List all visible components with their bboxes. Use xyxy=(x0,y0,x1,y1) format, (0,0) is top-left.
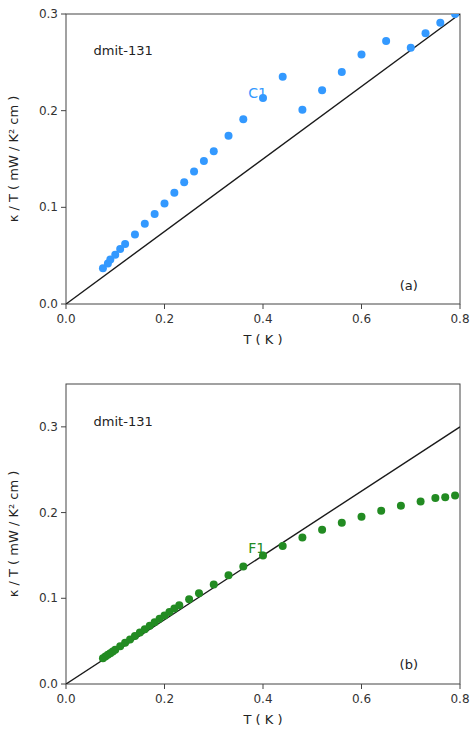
x-tick xyxy=(66,684,67,689)
data-point xyxy=(279,542,287,550)
data-point xyxy=(338,68,346,76)
data-point xyxy=(318,526,326,534)
data-point xyxy=(298,533,306,541)
x-tick xyxy=(361,304,362,309)
data-point xyxy=(239,563,247,571)
x-tick-label: 0.6 xyxy=(352,312,371,326)
data-point xyxy=(200,157,208,165)
data-point xyxy=(190,168,198,176)
x-tick-label: 0.2 xyxy=(155,692,174,706)
panel: 0.0 0.2 0.4 0.6 0.8 0.0 0.1 0.2 0.3 T ( K ) κ / T … xyxy=(6,7,470,347)
y-tick-label: 0.0 xyxy=(39,677,58,691)
data-point xyxy=(279,73,287,81)
x-tick xyxy=(460,304,461,309)
x-tick xyxy=(361,684,362,689)
data-point xyxy=(180,178,188,186)
data-point xyxy=(121,240,129,248)
y-tick-label: 0.3 xyxy=(39,420,58,434)
y-tick xyxy=(61,110,66,111)
y-tick xyxy=(61,207,66,208)
x-tick xyxy=(164,684,165,689)
data-point xyxy=(431,494,439,502)
data-point xyxy=(382,37,390,45)
data-point xyxy=(141,220,149,228)
y-tick xyxy=(61,304,66,305)
reference-line xyxy=(66,14,460,304)
data-point xyxy=(175,601,183,609)
data-point xyxy=(298,106,306,114)
panel-label: (a) xyxy=(400,278,418,293)
data-point xyxy=(131,230,139,238)
panel-label: (b) xyxy=(400,657,418,672)
x-tick xyxy=(263,684,264,689)
data-point xyxy=(161,199,169,207)
y-tick xyxy=(61,598,66,599)
reference-line xyxy=(66,427,460,684)
y-tick-label: 0.3 xyxy=(39,7,58,21)
y-tick xyxy=(61,512,66,513)
x-tick-label: 0.4 xyxy=(253,312,272,326)
y-tick-label: 0.1 xyxy=(39,200,58,214)
x-axis-label: T ( K ) xyxy=(242,712,282,727)
y-tick-label: 0.2 xyxy=(39,104,58,118)
data-point xyxy=(436,19,444,27)
title: dmit-131 xyxy=(94,414,153,429)
data-point xyxy=(451,14,459,18)
data-point xyxy=(225,132,233,140)
y-axis-label: κ / T ( mW / K² cm ) xyxy=(6,96,21,223)
data-point xyxy=(210,147,218,155)
y-tick xyxy=(61,14,66,15)
plot-area xyxy=(66,14,460,304)
data-point xyxy=(358,51,366,59)
data-point xyxy=(338,519,346,527)
data-point xyxy=(377,507,385,515)
data-point xyxy=(397,502,405,510)
y-tick-label: 0.1 xyxy=(39,591,58,605)
plot-frame xyxy=(66,384,460,684)
x-tick-label: 0.6 xyxy=(352,692,371,706)
y-axis-label: κ / T ( mW / K² cm ) xyxy=(6,471,21,598)
data-point xyxy=(318,86,326,94)
data-point xyxy=(151,210,159,218)
x-tick-label: 0.8 xyxy=(450,692,469,706)
title: dmit-131 xyxy=(94,43,153,58)
x-tick-label: 0.8 xyxy=(450,312,469,326)
x-tick xyxy=(460,684,461,689)
x-tick-label: 0.0 xyxy=(56,312,75,326)
x-axis-label: T ( K ) xyxy=(242,332,282,347)
x-tick xyxy=(263,304,264,309)
data-point xyxy=(441,493,449,501)
annotation: F1 xyxy=(248,540,265,556)
data-point xyxy=(239,115,247,123)
x-tick xyxy=(66,304,67,309)
y-tick xyxy=(61,426,66,427)
data-point xyxy=(170,189,178,197)
data-point xyxy=(195,589,203,597)
data-point xyxy=(422,29,430,37)
figure: 0.0 0.2 0.4 0.6 0.8 0.0 0.1 0.2 0.3 T ( K ) κ / T … xyxy=(0,0,474,752)
y-tick-label: 0.2 xyxy=(39,506,58,520)
data-point xyxy=(407,44,415,52)
data-point xyxy=(225,571,233,579)
x-tick-label: 0.4 xyxy=(253,692,272,706)
data-point xyxy=(358,513,366,521)
x-tick-label: 0.2 xyxy=(155,312,174,326)
data-point xyxy=(185,595,193,603)
x-tick xyxy=(164,304,165,309)
data-point xyxy=(451,491,459,499)
panel: 0.0 0.2 0.4 0.6 0.8 0.0 0.1 0.2 0.3 T ( K ) κ / T … xyxy=(6,384,470,727)
annotation: C1 xyxy=(248,85,267,101)
x-tick-label: 0.0 xyxy=(56,692,75,706)
y-tick-label: 0.0 xyxy=(39,297,58,311)
data-point xyxy=(417,497,425,505)
plot-area xyxy=(66,427,460,684)
y-tick xyxy=(61,684,66,685)
data-point xyxy=(210,581,218,589)
plot-frame xyxy=(66,14,460,304)
